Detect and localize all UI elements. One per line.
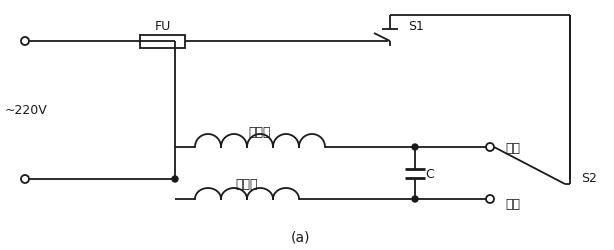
Text: C: C xyxy=(426,167,434,180)
Text: FU: FU xyxy=(154,20,171,32)
Circle shape xyxy=(21,175,29,183)
Text: (a): (a) xyxy=(290,230,309,244)
Text: 正转: 正转 xyxy=(505,141,520,154)
Circle shape xyxy=(412,196,418,202)
Text: 反转: 反转 xyxy=(505,198,520,211)
Text: 主绕组: 主绕组 xyxy=(249,125,271,138)
Bar xyxy=(140,35,185,48)
Text: 副绕组: 副绕组 xyxy=(236,177,258,190)
Circle shape xyxy=(486,195,494,203)
Circle shape xyxy=(412,144,418,150)
Text: ~220V: ~220V xyxy=(5,104,48,117)
Text: S1: S1 xyxy=(408,20,424,32)
Circle shape xyxy=(486,144,494,152)
Circle shape xyxy=(172,176,178,182)
Text: S2: S2 xyxy=(581,171,597,184)
Circle shape xyxy=(21,38,29,46)
